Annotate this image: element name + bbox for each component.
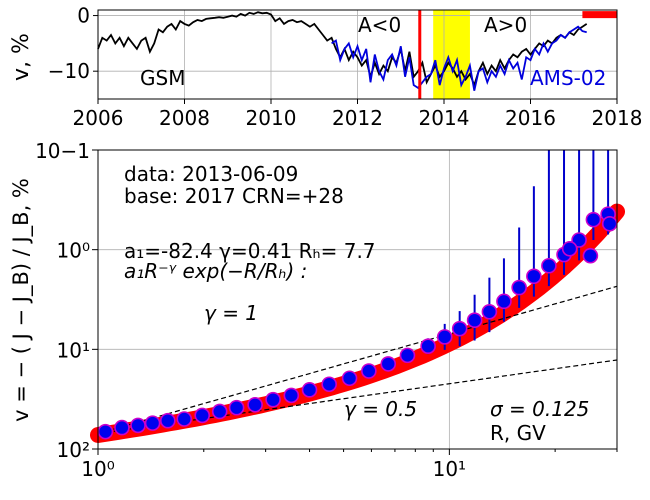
data-point — [481, 303, 498, 320]
data-point — [420, 338, 436, 354]
top-xtick-label: 2010 — [246, 106, 297, 130]
top-ylabel: v, % — [9, 33, 34, 81]
gamma-0.5-reference-line — [97, 359, 618, 435]
data-point — [301, 382, 318, 398]
data-point — [451, 320, 468, 337]
top-xtick-label: 2008 — [159, 106, 210, 130]
top-xtick-label: 2006 — [73, 106, 124, 130]
data-point — [341, 370, 358, 387]
gamma-1-reference-line — [97, 285, 618, 435]
data-point-extra — [601, 215, 618, 232]
top-xtick-label: 2014 — [419, 106, 470, 130]
data-point — [466, 312, 483, 328]
data-point — [194, 407, 211, 424]
fit-params-text: a₁=-82.4 γ=0.41 Rₕ= 7.7 — [124, 239, 376, 263]
yellow-highlight-span — [433, 10, 470, 99]
data-point — [114, 419, 130, 436]
bottom-xlabel: R, GV — [490, 421, 546, 445]
a-positive-label: A>0 — [484, 13, 527, 37]
top-panel: 2006 2008 2010 2012 2014 2016 2018 0 −10 v, % GS… — [9, 4, 642, 130]
data-point — [211, 403, 228, 420]
bottom-plot-frame — [97, 149, 618, 450]
data-point — [144, 415, 161, 431]
top-xtick-label: 2016 — [505, 106, 556, 130]
data-point-extra — [582, 247, 599, 264]
data-date-text: data: 2013-06-09 — [124, 162, 298, 186]
top-ytick-label: 0 — [77, 4, 90, 28]
data-point — [541, 257, 557, 274]
model-formula-text: a₁R⁻ᵞ exp(−R/Rₕ) : — [124, 259, 307, 283]
ams-label: AMS-02 — [530, 66, 606, 90]
bottom-xtick-label: 10⁰ — [81, 457, 114, 481]
data-point — [228, 399, 245, 416]
data-point — [321, 376, 337, 393]
gamma-0.5-label: γ = 0.5 — [344, 397, 417, 421]
gamma-1-label: γ = 1 — [204, 301, 258, 325]
bottom-ytick-label: 10−1 — [35, 139, 90, 163]
data-point-extra — [561, 240, 578, 257]
data-point — [399, 347, 416, 364]
bottom-xtick-label: 10¹ — [433, 457, 466, 481]
data-point — [97, 423, 114, 440]
data-point — [247, 396, 263, 413]
data-point — [511, 279, 527, 296]
base-text: base: 2017 CRN=+28 — [124, 184, 344, 208]
a-negative-label: A<0 — [358, 13, 401, 37]
data-point — [496, 293, 512, 310]
ams-series-line — [331, 25, 587, 91]
data-point — [283, 387, 300, 404]
data-points — [97, 206, 618, 440]
bottom-ylabel: v = − ( J − J_B) / J_B, % — [9, 178, 34, 422]
bottom-ticks: 10⁰ 10¹ 10−1 10⁰ 10¹ 10² — [35, 139, 618, 481]
sigma-label: σ = 0.125 — [490, 397, 589, 421]
data-point — [130, 417, 146, 434]
top-xtick-label: 2018 — [592, 106, 643, 130]
data-point — [159, 412, 176, 429]
bottom-ytick-label: 10⁰ — [57, 239, 90, 263]
top-ytick-label: −10 — [48, 59, 90, 83]
data-point — [361, 363, 377, 379]
bottom-ytick-label: 10¹ — [57, 338, 90, 362]
data-point — [571, 232, 587, 248]
data-point — [265, 391, 281, 408]
bottom-ytick-label: 10² — [57, 438, 90, 462]
data-point — [436, 329, 453, 345]
top-ticks: 2006 2008 2010 2012 2014 2016 2018 0 −10 — [48, 4, 643, 130]
data-point — [176, 411, 193, 427]
data-point — [380, 356, 397, 372]
bottom-panel: 10⁰ 10¹ 10−1 10⁰ 10¹ 10² v = − ( J − J_B) / J… — [9, 139, 625, 481]
gsm-label: GSM — [140, 66, 185, 90]
data-point — [585, 211, 602, 228]
top-xtick-label: 2012 — [332, 106, 383, 130]
data-point — [526, 268, 542, 285]
